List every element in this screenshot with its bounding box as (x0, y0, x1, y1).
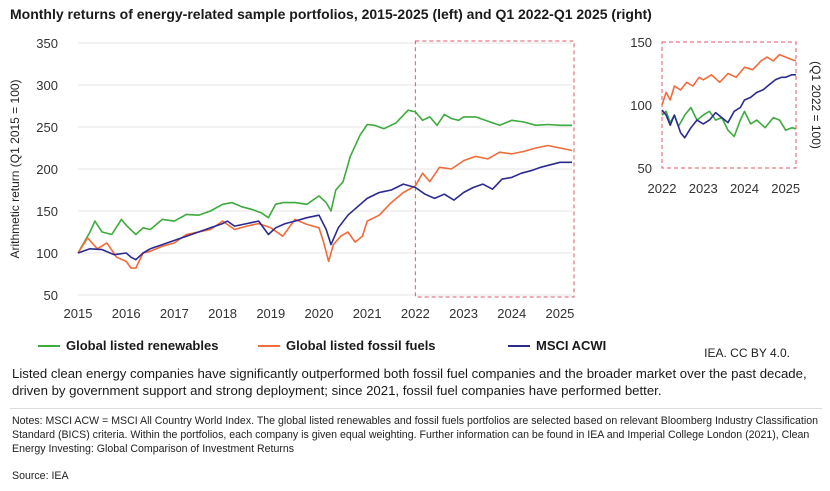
charts-canvas: 50 100 150 200 250 300 350 2015 2016 2017 2018 2019… (8, 35, 823, 321)
x-tick-label: 2020 (305, 306, 334, 321)
chart-source: Source: IEA (12, 470, 69, 482)
series-line-fossil (77, 144, 573, 269)
x-tick-label: 2022 (648, 181, 677, 196)
x-tick-label: 2023 (449, 306, 478, 321)
series-line-renewables (77, 109, 572, 254)
y-tick-label: 150 (36, 204, 58, 219)
y-tick-label: 50 (638, 161, 652, 176)
y-tick-label: 300 (36, 78, 58, 93)
license-credit: IEA. CC BY 4.0. (704, 346, 790, 360)
x-tick-label: 2022 (401, 306, 430, 321)
legend-label-renewables: Global listed renewables (66, 338, 219, 353)
legend-swatch-renewables (38, 344, 60, 347)
legend-swatch-fossil (258, 344, 280, 347)
inset-chart: 50 100 150 2022 2023 2024 2025 (Q1 2022 = 100) (630, 35, 823, 196)
x-tick-label: 2024 (730, 181, 759, 196)
series-line-fossil (661, 53, 797, 106)
legend-swatch-acwi (508, 344, 530, 347)
series-line-acwi (661, 74, 796, 139)
y-axis-title: Arithmetic return (Q1 2015 = 100) (8, 79, 22, 258)
divider (10, 408, 822, 409)
chart-caption: Listed clean energy companies have signi… (12, 366, 807, 398)
y-tick-label: 100 (630, 98, 652, 113)
x-tick-label: 2018 (208, 306, 237, 321)
y-tick-label: 50 (44, 288, 58, 303)
y-tick-label: 250 (36, 120, 58, 135)
x-tick-label: 2019 (256, 306, 285, 321)
x-tick-label: 2016 (112, 306, 141, 321)
legend-renewables: Global listed renewables (38, 338, 218, 353)
legend-label-acwi: MSCI ACWI (536, 338, 607, 353)
chart-title: Monthly returns of energy-related sample… (10, 6, 652, 22)
x-tick-label: 2021 (353, 306, 382, 321)
highlight-box (661, 41, 797, 169)
series-line-acwi (77, 161, 572, 261)
y-tick-label: 100 (36, 246, 58, 261)
x-tick-label: 2023 (689, 181, 718, 196)
x-tick-label: 2015 (64, 306, 93, 321)
legend-acwi: MSCI ACWI (508, 338, 606, 353)
legend-label-fossil: Global listed fossil fuels (286, 338, 436, 353)
x-tick-label: 2017 (160, 306, 189, 321)
x-tick-label: 2024 (497, 306, 526, 321)
y-tick-label: 350 (36, 36, 58, 51)
legend-fossil: Global listed fossil fuels (258, 338, 436, 353)
x-tick-label: 2025 (771, 181, 800, 196)
x-tick-label: 2025 (545, 306, 574, 321)
highlight-box (414, 40, 575, 298)
y-tick-label: 200 (36, 162, 58, 177)
chart-notes: Notes: MSCI ACW = MSCI All Country World… (12, 415, 819, 455)
main-chart: 50 100 150 200 250 300 350 2015 2016 2017 2018 2019… (8, 36, 575, 321)
y-axis-title: (Q1 2022 = 100) (809, 61, 823, 149)
y-tick-label: 150 (630, 35, 652, 50)
